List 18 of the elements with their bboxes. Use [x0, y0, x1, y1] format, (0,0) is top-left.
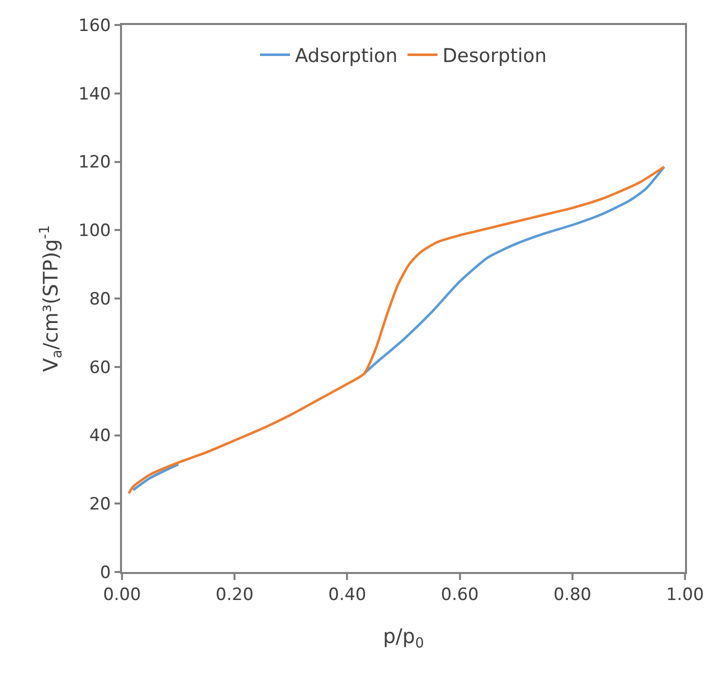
y-tick-label: 120	[78, 152, 111, 173]
x-tick-label: 0.40	[328, 585, 366, 606]
legend-label: Adsorption	[295, 45, 398, 68]
y-tick-label: 20	[89, 494, 111, 515]
y-tick-label: 80	[89, 289, 111, 310]
x-tick-label: 0.60	[440, 585, 479, 606]
y-tick-label: 60	[89, 358, 111, 378]
x-tick-label: 0.20	[216, 585, 254, 606]
y-tick-label: 0	[100, 562, 111, 583]
y-tick-label: 40	[89, 426, 111, 446]
legend-label: Desorption	[442, 45, 547, 68]
x-axis-title: p/p$_{0}$	[382, 624, 424, 652]
x-tick-label: 0.80	[553, 585, 592, 606]
y-tick-label: 160	[78, 16, 111, 36]
x-tick-label: 1.00	[666, 585, 704, 606]
x-tick-label: 0.00	[103, 585, 141, 606]
y-tick-label: 140	[78, 84, 111, 104]
y-tick-label: 100	[78, 221, 111, 242]
